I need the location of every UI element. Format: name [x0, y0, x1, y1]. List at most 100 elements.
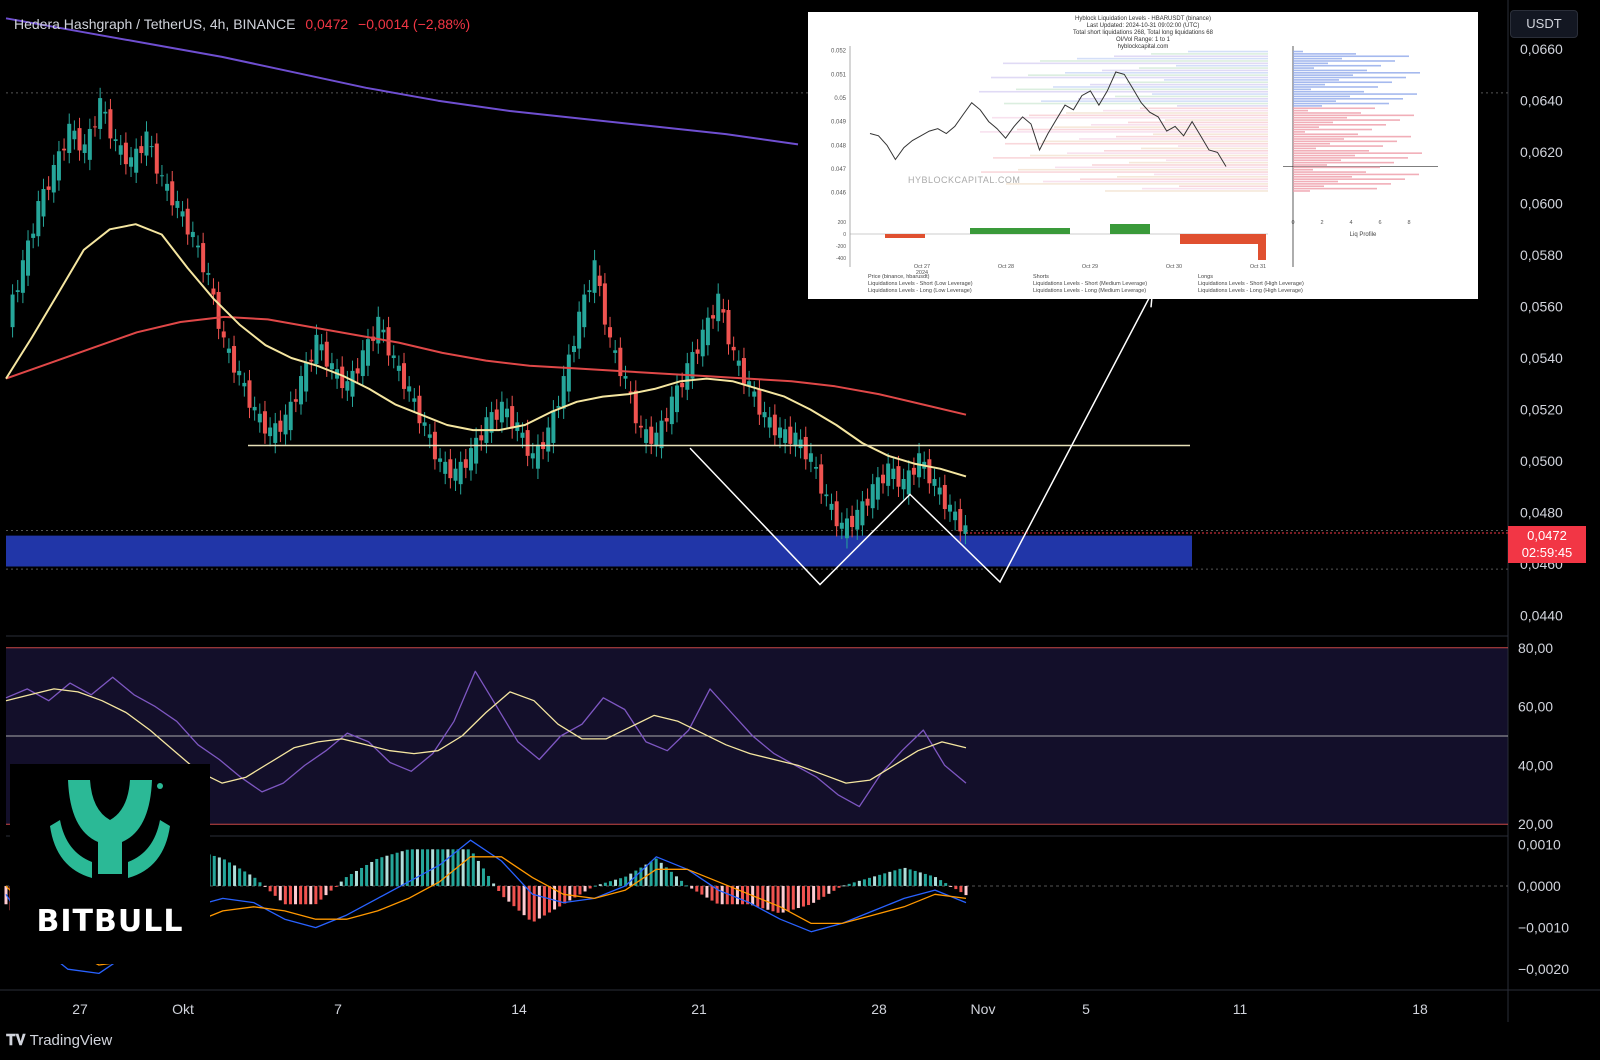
- candle-body: [556, 406, 561, 408]
- liquidation-level-bar: [1080, 178, 1268, 180]
- liq-profile-bar: [1293, 145, 1383, 147]
- macd-histogram-bar: [741, 885, 745, 905]
- candle-body: [721, 309, 726, 313]
- bitbull-horns-icon: [50, 780, 170, 878]
- candle-body: [870, 484, 875, 509]
- liq-profile-bar: [1293, 176, 1352, 178]
- macd-histogram-bar: [441, 849, 445, 886]
- last-price-label: 0,0472 02:59:45: [1508, 526, 1586, 563]
- footer-bar: 𝐓𝐕 TradingView: [0, 1022, 1600, 1060]
- macd-histogram-bar: [253, 877, 257, 886]
- macd-histogram-bar: [329, 885, 333, 891]
- price-tick-label: 0,0580: [1520, 247, 1563, 263]
- macd-histogram-bar: [466, 849, 470, 886]
- macd-histogram-bar: [822, 885, 826, 897]
- macd-histogram-bar: [588, 885, 592, 889]
- macd-histogram-bar: [537, 885, 541, 919]
- candle-body: [381, 329, 386, 333]
- macd-histogram-bar: [918, 872, 922, 886]
- macd-histogram-bar: [735, 885, 739, 905]
- candle-body: [216, 291, 221, 329]
- candle-body: [479, 435, 484, 441]
- macd-histogram-bar: [436, 849, 440, 886]
- macd-histogram-bar: [796, 885, 800, 909]
- macd-histogram-bar: [852, 882, 856, 886]
- candle-body: [293, 399, 298, 402]
- macd-histogram-bar: [644, 864, 648, 886]
- candle-body: [705, 317, 710, 346]
- candle-body: [268, 427, 273, 437]
- candle-body: [901, 479, 906, 490]
- tradingview-label: TradingView: [29, 1032, 113, 1049]
- candle-body: [582, 294, 587, 328]
- liquidation-level-bar: [993, 157, 1268, 159]
- candle-body: [232, 346, 237, 373]
- liquidation-level-bar: [1188, 50, 1268, 53]
- macd-histogram-bar: [776, 885, 780, 913]
- liq-profile-bar: [1293, 116, 1347, 119]
- candle-body: [664, 418, 669, 422]
- inset-chart: 0.052 0.051 0.05 0.049 0.048 0.047 0.046 200 0 -2…: [831, 46, 1438, 276]
- macd-histogram-bar: [928, 875, 932, 886]
- macd-histogram-bar: [309, 885, 313, 905]
- liquidation-level-bar: [1006, 183, 1268, 185]
- macd-histogram-bar: [314, 885, 318, 905]
- macd-histogram-bar: [532, 885, 536, 922]
- candle-body: [324, 341, 329, 367]
- liq-profile-bar: [1293, 107, 1375, 110]
- macd-histogram-bar: [471, 853, 475, 886]
- liquidation-level-bar: [1090, 83, 1268, 86]
- candle-body: [788, 426, 793, 444]
- time-tick-label: 5: [1082, 1001, 1090, 1017]
- liquidation-level-bar: [1127, 81, 1268, 84]
- candle-body: [937, 487, 942, 495]
- candle-body: [551, 410, 556, 443]
- price-tick-label: 0,0540: [1520, 350, 1563, 366]
- candle-body: [669, 396, 674, 425]
- macd-histogram-bar: [786, 885, 790, 912]
- liq-profile-bar: [1293, 105, 1322, 107]
- candle-body: [77, 128, 82, 151]
- macd-tick-label: 0,0000: [1518, 878, 1561, 894]
- liq-profile-bar: [1293, 55, 1409, 58]
- candle-body: [865, 498, 870, 506]
- legend-item: Price (binance, hbarusdt): [868, 274, 930, 280]
- candle-body: [463, 459, 468, 468]
- macd-histogram-bar: [451, 849, 455, 886]
- candle-body: [891, 468, 896, 479]
- candle-body: [700, 329, 705, 357]
- candle-body: [458, 461, 463, 485]
- macd-histogram-bar: [497, 885, 501, 891]
- macd-histogram-bar: [583, 885, 587, 892]
- liquidation-level-bar: [1129, 161, 1268, 164]
- macd-histogram-bar: [761, 885, 765, 909]
- candle-body: [46, 186, 51, 190]
- price-tick-label: 0,0600: [1520, 196, 1563, 212]
- liq-profile-bar: [1293, 62, 1328, 65]
- inset-x-tick: 2024: [916, 270, 928, 276]
- candle-body: [329, 363, 334, 370]
- macd-histogram-bar: [426, 849, 430, 886]
- candle-body: [98, 98, 103, 129]
- bar-countdown: 02:59:45: [1521, 545, 1573, 560]
- legend-item: Liquidations Levels - Short (High Levera…: [1198, 281, 1304, 287]
- macd-histogram-bar: [512, 885, 516, 907]
- symbol-header[interactable]: Hedera Hashgraph / TetherUS, 4h, BINANCE…: [14, 16, 470, 32]
- liq-profile-bar: [1293, 180, 1338, 183]
- liq-profile-bar: [1293, 154, 1355, 157]
- inset-delta-neg: [885, 234, 925, 238]
- candle-body: [685, 363, 690, 390]
- candle-body: [412, 398, 417, 402]
- macd-histogram-bar: [598, 884, 602, 886]
- inset-y-tick: 0.05: [834, 96, 846, 102]
- macd-histogram-bar: [487, 875, 491, 886]
- macd-histogram-bar: [233, 865, 237, 886]
- inset-delta-pos: [970, 228, 1070, 234]
- macd-histogram-bar: [873, 876, 877, 886]
- macd-histogram-bar: [527, 885, 531, 920]
- tradingview-brand[interactable]: 𝐓𝐕 TradingView: [6, 1032, 112, 1049]
- macd-histogram-bar: [288, 885, 292, 905]
- currency-button[interactable]: USDT: [1510, 10, 1578, 38]
- macd-histogram-bar: [781, 885, 785, 913]
- inset-title-line: Total short liquidations 268, Total long…: [1073, 30, 1213, 36]
